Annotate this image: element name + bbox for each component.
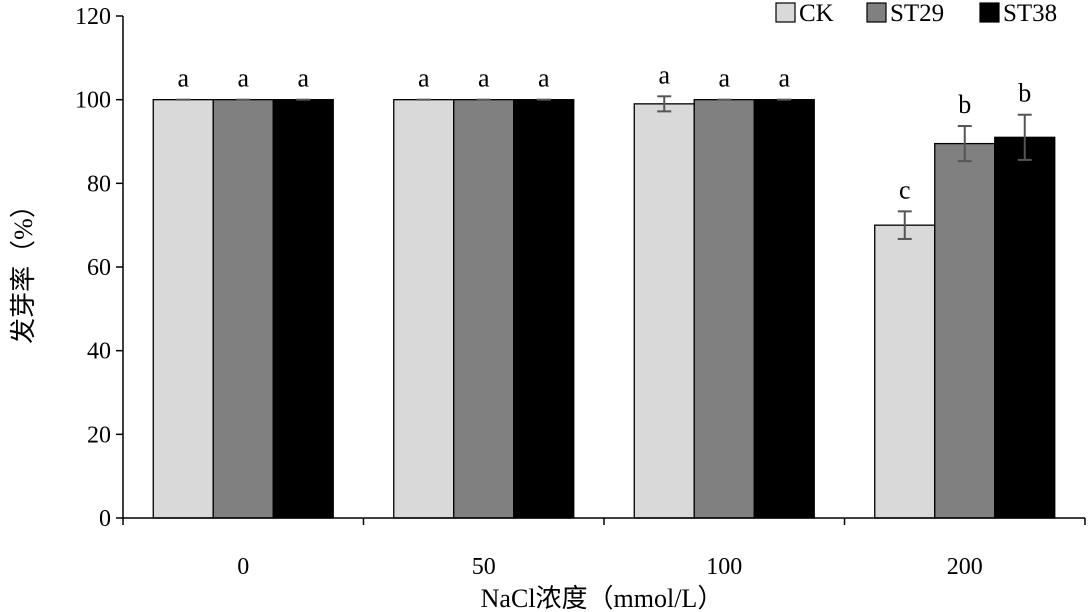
significance-label: a bbox=[418, 64, 430, 93]
x-tick-label: 100 bbox=[706, 554, 742, 580]
bar bbox=[633, 103, 695, 519]
y-tick-label: 80 bbox=[87, 171, 111, 197]
bar bbox=[934, 142, 996, 519]
bars: a a a c a a a b a a a b bbox=[152, 60, 1056, 519]
significance-label: c bbox=[899, 175, 911, 204]
y-tick-label: 40 bbox=[87, 339, 111, 365]
bar bbox=[994, 136, 1056, 519]
significance-label: a bbox=[478, 64, 490, 93]
bar bbox=[753, 99, 815, 519]
bar bbox=[513, 99, 575, 519]
significance-label: a bbox=[297, 64, 309, 93]
x-axis-title: NaCl浓度（mmol/L） bbox=[481, 584, 724, 612]
bar bbox=[874, 224, 936, 519]
legend: CK ST29 ST38 bbox=[775, 0, 1057, 27]
legend-label: CK bbox=[799, 0, 834, 27]
x-tick-label: 50 bbox=[472, 554, 496, 580]
y-axis-title: 发芽率（%） bbox=[9, 192, 38, 344]
y-tick-label: 100 bbox=[75, 88, 111, 114]
significance-label: a bbox=[237, 64, 249, 93]
significance-label: a bbox=[177, 64, 189, 93]
y-tick-label: 20 bbox=[87, 422, 111, 448]
significance-label: b bbox=[958, 90, 971, 119]
y-tick-label: 0 bbox=[99, 506, 111, 532]
legend-swatch bbox=[775, 2, 796, 23]
legend-label: ST38 bbox=[1003, 0, 1057, 27]
significance-label: a bbox=[718, 64, 730, 93]
x-tick-label: 200 bbox=[947, 554, 983, 580]
y-tick-label: 120 bbox=[75, 4, 111, 30]
bar bbox=[152, 99, 214, 519]
legend-swatch bbox=[866, 2, 887, 23]
bar bbox=[453, 99, 515, 519]
legend-label: ST29 bbox=[890, 0, 944, 27]
bar bbox=[212, 99, 274, 519]
x-tick-label: 0 bbox=[237, 554, 249, 580]
legend-swatch bbox=[979, 2, 1000, 23]
bar bbox=[272, 99, 334, 519]
significance-label: a bbox=[778, 64, 790, 93]
y-tick-label: 60 bbox=[87, 255, 111, 281]
significance-label: b bbox=[1018, 79, 1031, 108]
bar bbox=[393, 99, 455, 519]
bar bbox=[693, 99, 755, 519]
significance-label: a bbox=[658, 60, 670, 89]
significance-label: a bbox=[538, 64, 550, 93]
axes: 0 20 40 60 80 100 120 0 50 100 200 bbox=[75, 4, 1086, 580]
